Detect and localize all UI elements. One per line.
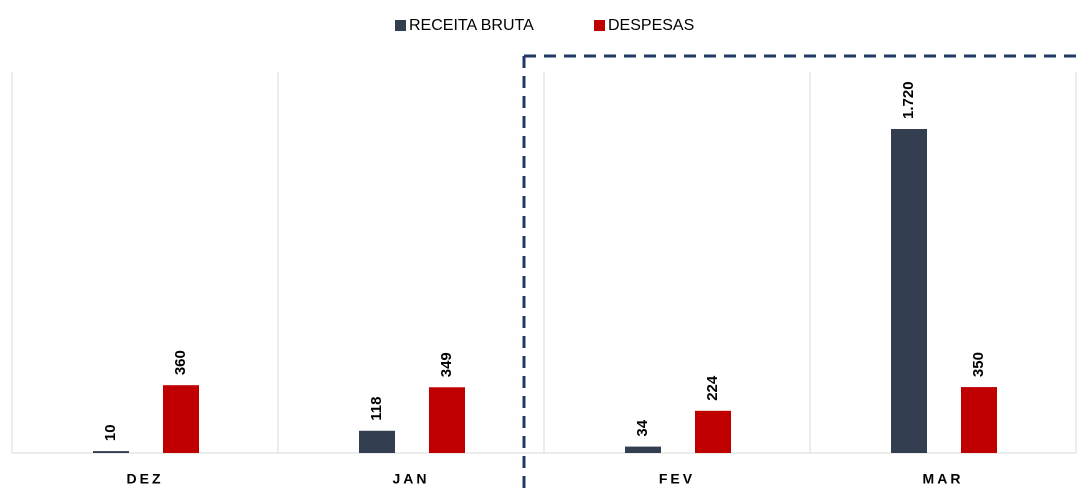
legend-label: RECEITA BRUTA bbox=[409, 17, 534, 34]
x-tick-label: MAR bbox=[923, 471, 964, 487]
x-tick-label: JAN bbox=[392, 471, 429, 487]
legend-label: DESPESAS bbox=[608, 17, 694, 34]
value-label: 10 bbox=[102, 424, 119, 441]
x-tick-label: FEV bbox=[659, 471, 695, 487]
value-label: 1.720 bbox=[900, 81, 917, 119]
bar bbox=[625, 446, 661, 453]
bar bbox=[961, 387, 997, 453]
legend-swatch bbox=[594, 20, 605, 31]
bar bbox=[163, 385, 199, 453]
value-label: 34 bbox=[634, 419, 651, 436]
value-label: 350 bbox=[970, 352, 987, 377]
value-label: 224 bbox=[704, 375, 721, 401]
bar bbox=[429, 387, 465, 453]
value-label: 118 bbox=[368, 397, 385, 421]
bar bbox=[891, 129, 927, 453]
legend-swatch bbox=[395, 20, 406, 31]
x-tick-label: DEZ bbox=[127, 471, 164, 487]
bar bbox=[93, 451, 129, 453]
bar bbox=[359, 430, 395, 453]
value-label: 349 bbox=[438, 352, 455, 377]
value-label: 360 bbox=[172, 350, 189, 375]
bar bbox=[695, 410, 731, 453]
